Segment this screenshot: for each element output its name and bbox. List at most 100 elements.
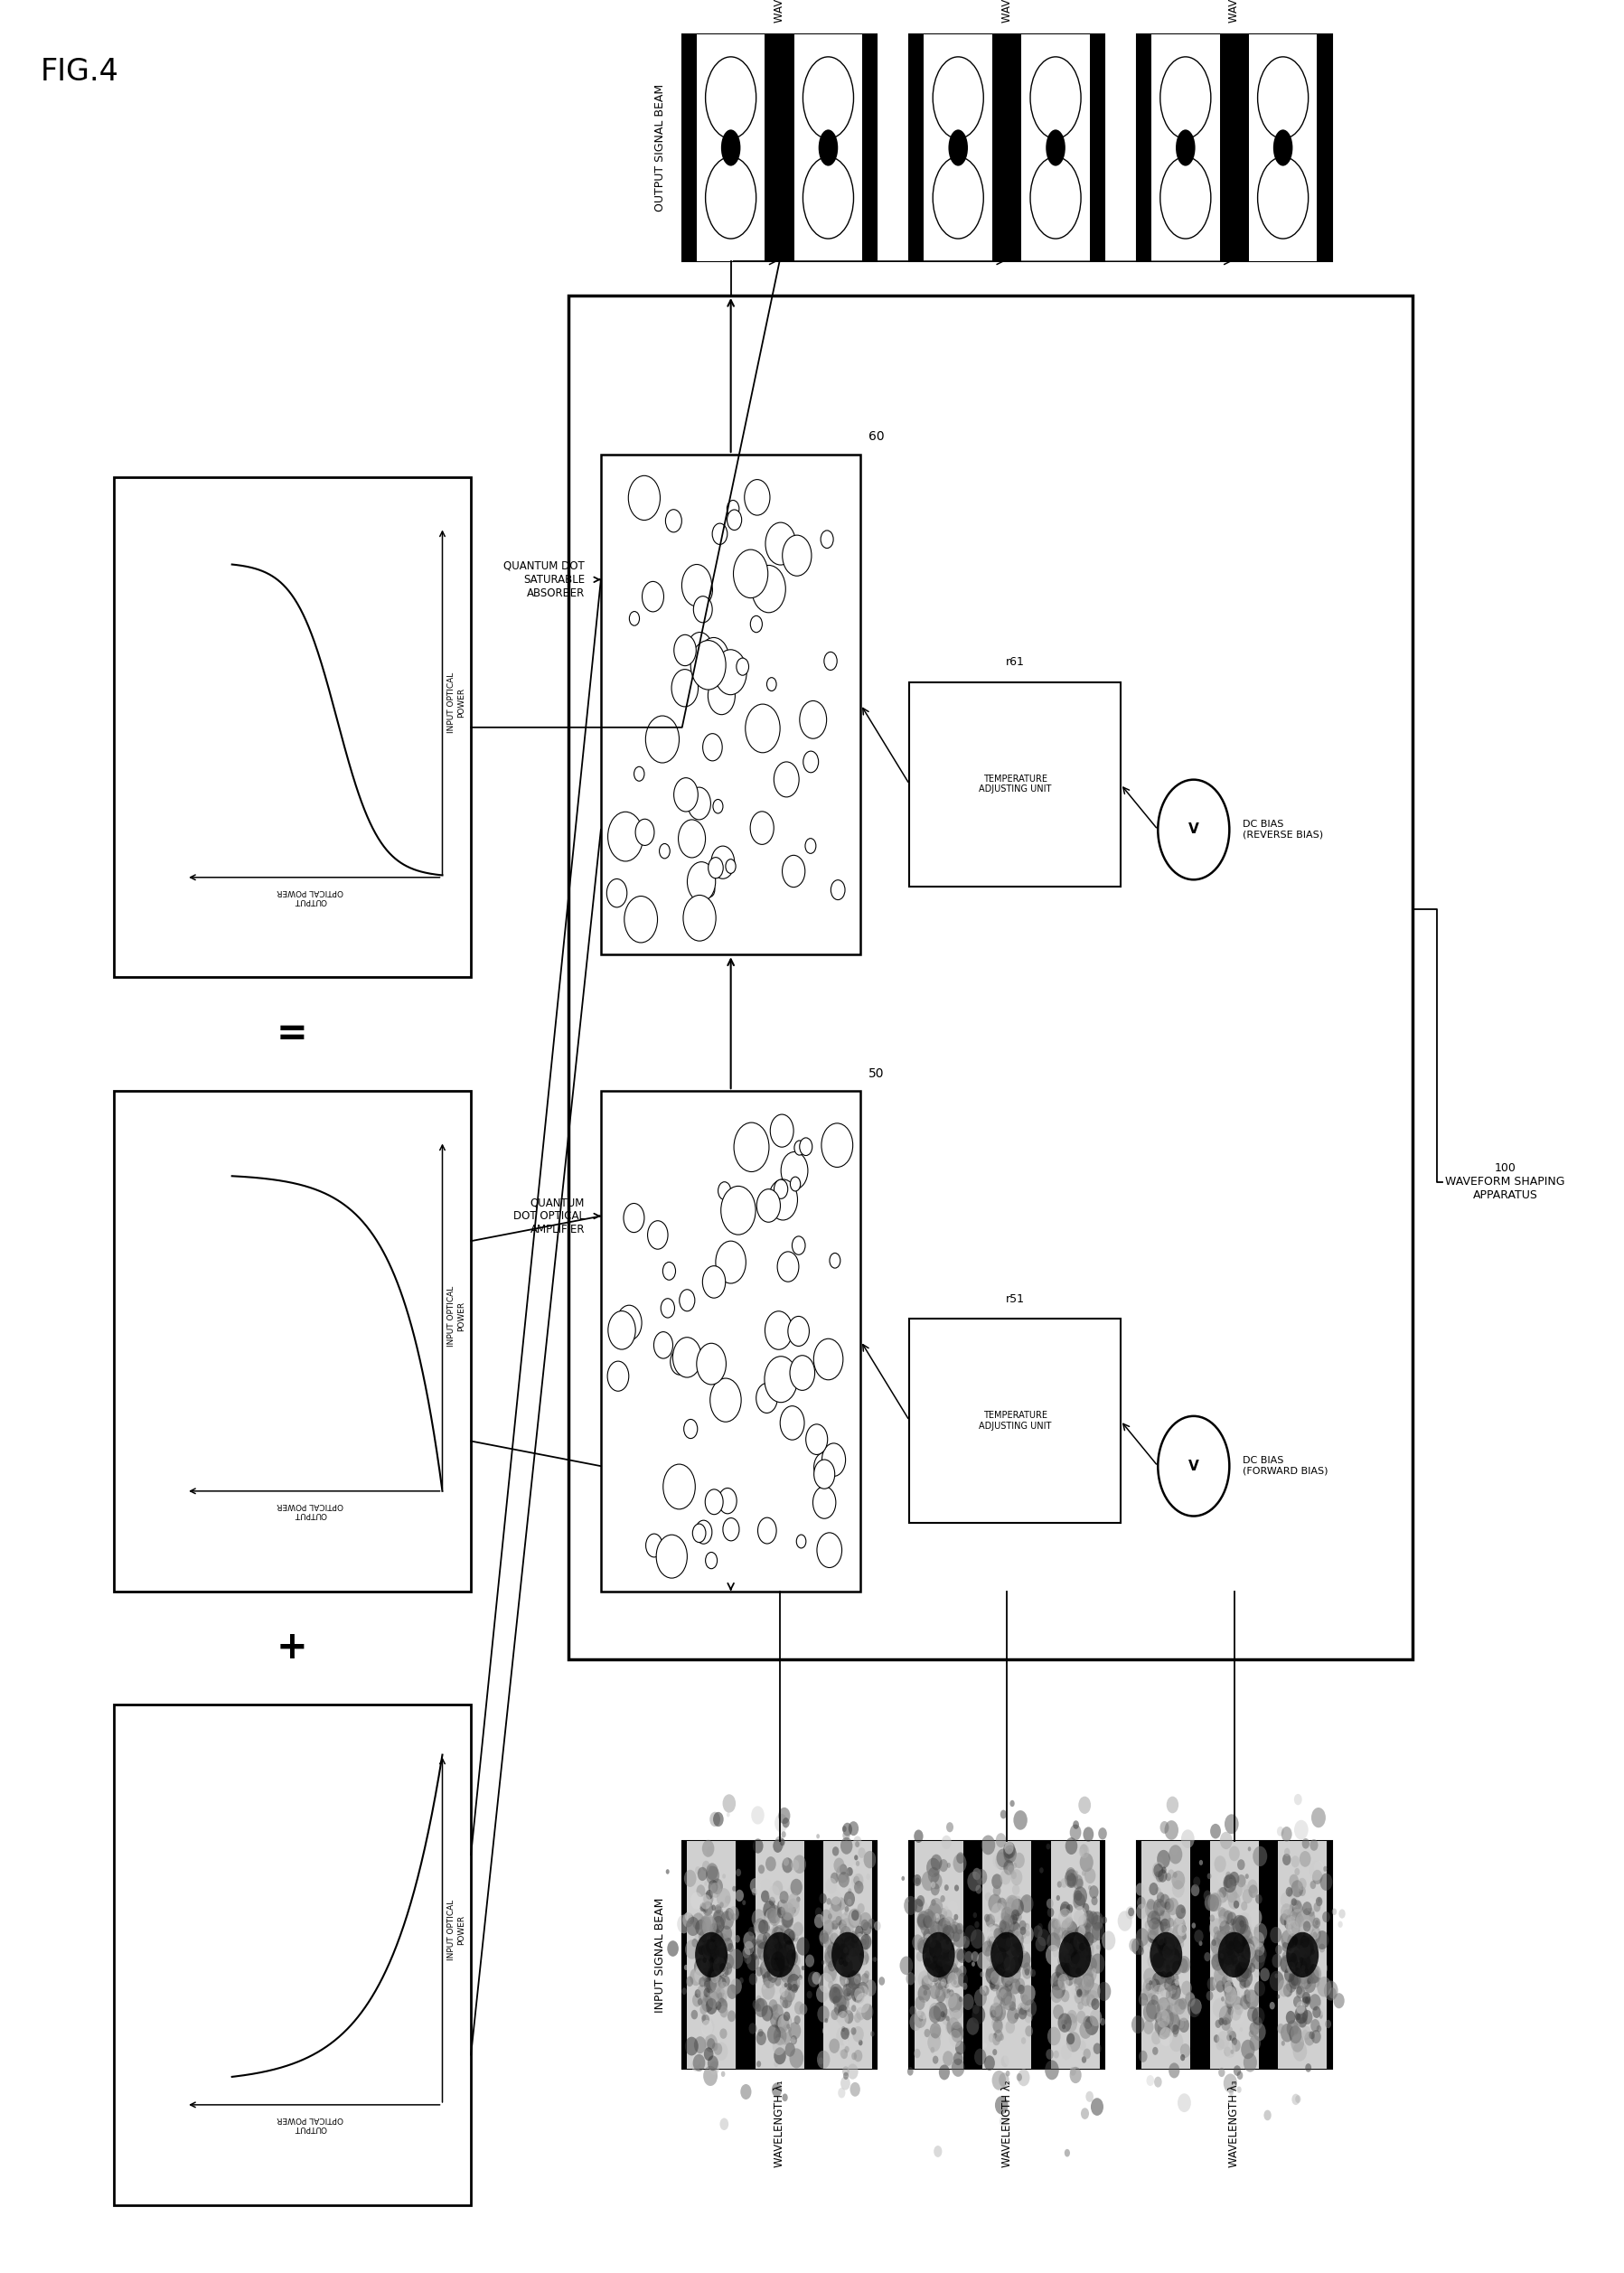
Circle shape [1069, 1932, 1078, 1946]
Circle shape [1224, 1928, 1236, 1943]
Circle shape [1150, 1882, 1158, 1896]
Circle shape [1078, 1914, 1086, 1928]
Circle shape [685, 2037, 698, 2055]
Circle shape [999, 2114, 1009, 2128]
Circle shape [914, 2009, 926, 2028]
Circle shape [1080, 1852, 1093, 1873]
Circle shape [1270, 1928, 1281, 1943]
Circle shape [767, 1937, 771, 1943]
Circle shape [1182, 1934, 1187, 1939]
Circle shape [780, 1991, 793, 2009]
Circle shape [702, 1943, 715, 1959]
Circle shape [1281, 1930, 1294, 1950]
Circle shape [1151, 1912, 1161, 1925]
Circle shape [786, 1950, 797, 1966]
Circle shape [780, 1928, 783, 1934]
Circle shape [776, 1900, 788, 1916]
Circle shape [1145, 1932, 1156, 1948]
Circle shape [697, 1343, 726, 1384]
Circle shape [931, 1882, 935, 1889]
Circle shape [726, 1928, 736, 1941]
Circle shape [1247, 2007, 1259, 2021]
Circle shape [1216, 1887, 1228, 1903]
Circle shape [851, 1971, 861, 1984]
Circle shape [872, 1957, 875, 1962]
Circle shape [708, 1975, 718, 1989]
Circle shape [840, 1925, 851, 1943]
Circle shape [992, 1946, 1005, 1964]
Circle shape [841, 2028, 849, 2039]
Circle shape [992, 1852, 1004, 1868]
Circle shape [944, 1884, 948, 1891]
Circle shape [1021, 1996, 1031, 2009]
Circle shape [963, 1993, 974, 2009]
Circle shape [838, 1957, 844, 1964]
Circle shape [932, 2025, 940, 2039]
Circle shape [755, 1998, 765, 2012]
Circle shape [1177, 2018, 1184, 2028]
Circle shape [861, 1946, 869, 1955]
Circle shape [788, 1893, 801, 1909]
Circle shape [1160, 2009, 1174, 2028]
Circle shape [791, 1177, 801, 1191]
Circle shape [767, 1905, 781, 1923]
Circle shape [1077, 1989, 1082, 1996]
Circle shape [1319, 1943, 1325, 1953]
Circle shape [1075, 1987, 1080, 1993]
Circle shape [716, 1971, 724, 1980]
Circle shape [856, 1984, 869, 2005]
Circle shape [848, 1939, 859, 1957]
Circle shape [711, 1950, 723, 1964]
Circle shape [1078, 1796, 1091, 1814]
Circle shape [916, 1896, 924, 1907]
Circle shape [789, 1925, 799, 1939]
Circle shape [1233, 1971, 1239, 1978]
Circle shape [921, 1950, 926, 1957]
Circle shape [835, 1916, 843, 1925]
Circle shape [1249, 2034, 1260, 2050]
Circle shape [1020, 1925, 1033, 1943]
Circle shape [1294, 1932, 1302, 1946]
Circle shape [843, 1825, 846, 1832]
Circle shape [778, 1955, 789, 1973]
Circle shape [1160, 1909, 1164, 1916]
Circle shape [1156, 2021, 1164, 2034]
Circle shape [999, 1959, 1002, 1964]
Circle shape [825, 1877, 836, 1893]
Circle shape [1226, 1871, 1231, 1880]
Circle shape [715, 1905, 721, 1914]
Circle shape [1173, 2005, 1179, 2014]
Circle shape [1145, 1921, 1151, 1930]
Circle shape [715, 1948, 729, 1966]
Circle shape [918, 1971, 931, 1989]
Circle shape [1306, 2064, 1312, 2073]
Circle shape [1228, 1891, 1241, 1909]
Circle shape [1289, 1966, 1302, 1987]
Circle shape [693, 2055, 705, 2071]
Circle shape [984, 1891, 992, 1903]
Circle shape [786, 1982, 793, 1991]
Circle shape [690, 2009, 698, 2018]
Circle shape [1306, 1971, 1311, 1975]
Ellipse shape [802, 157, 854, 239]
Circle shape [679, 1289, 695, 1312]
Circle shape [935, 1987, 945, 2003]
Circle shape [957, 2059, 961, 2066]
Circle shape [1216, 2030, 1229, 2048]
Circle shape [1147, 1918, 1161, 1939]
Circle shape [708, 1971, 716, 1982]
Circle shape [711, 1950, 716, 1957]
Bar [682, 1841, 877, 2068]
Circle shape [728, 500, 739, 518]
Circle shape [1091, 1896, 1098, 1905]
Circle shape [1242, 1930, 1252, 1943]
Circle shape [762, 2009, 768, 2016]
Circle shape [932, 1964, 945, 1982]
Circle shape [780, 1407, 804, 1439]
Circle shape [1216, 1930, 1228, 1946]
Circle shape [1064, 1962, 1077, 1980]
Circle shape [932, 1975, 939, 1982]
Circle shape [999, 1921, 1007, 1930]
Circle shape [1023, 1962, 1031, 1973]
Circle shape [861, 2003, 874, 2021]
